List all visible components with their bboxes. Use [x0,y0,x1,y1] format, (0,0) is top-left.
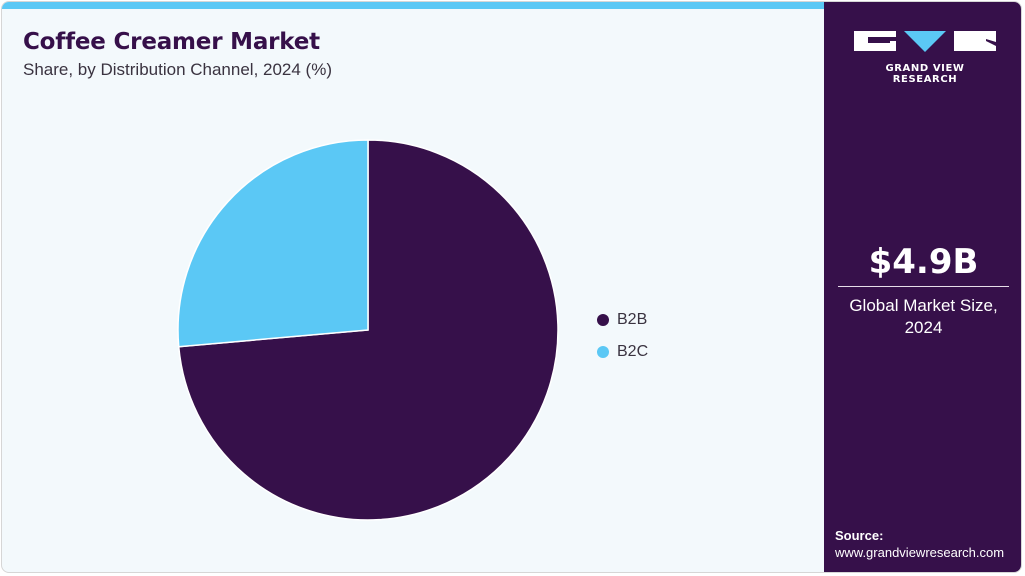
legend-item-b2b: B2B [597,304,648,336]
pie-chart [177,139,559,521]
source-url[interactable]: www.grandviewresearch.com [835,545,1005,560]
brand-name: GRAND VIEW RESEARCH [885,63,965,85]
legend: B2B B2C [597,304,648,368]
grand-view-research-logo: GRAND VIEW RESEARCH [854,29,996,85]
source: Source: www.grandviewresearch.com [835,527,1004,561]
accent-bar [2,2,824,9]
legend-dot-b2b-icon [597,314,609,326]
gvr-logo-icon [854,31,996,52]
market-size-label-line2: 2024 [904,318,943,337]
metric-divider [838,286,1009,287]
legend-label-b2b: B2B [617,311,648,328]
market-size-label: Global Market Size, 2024 [824,295,1021,339]
market-size-value: $4.9B [868,242,979,282]
sidebar: GRAND VIEW RESEARCH $4.9B Global Market … [824,2,1021,572]
chart-subtitle: Share, by Distribution Channel, 2024 (%) [23,60,332,79]
source-label: Source: [835,528,884,543]
legend-dot-b2c-icon [597,346,609,358]
legend-item-b2c: B2C [597,336,648,368]
chart-title: Coffee Creamer Market [23,29,320,55]
legend-label-b2c: B2C [617,343,649,360]
market-size-label-line1: Global Market Size, [849,296,998,315]
pie-slice-b2c [177,139,369,348]
